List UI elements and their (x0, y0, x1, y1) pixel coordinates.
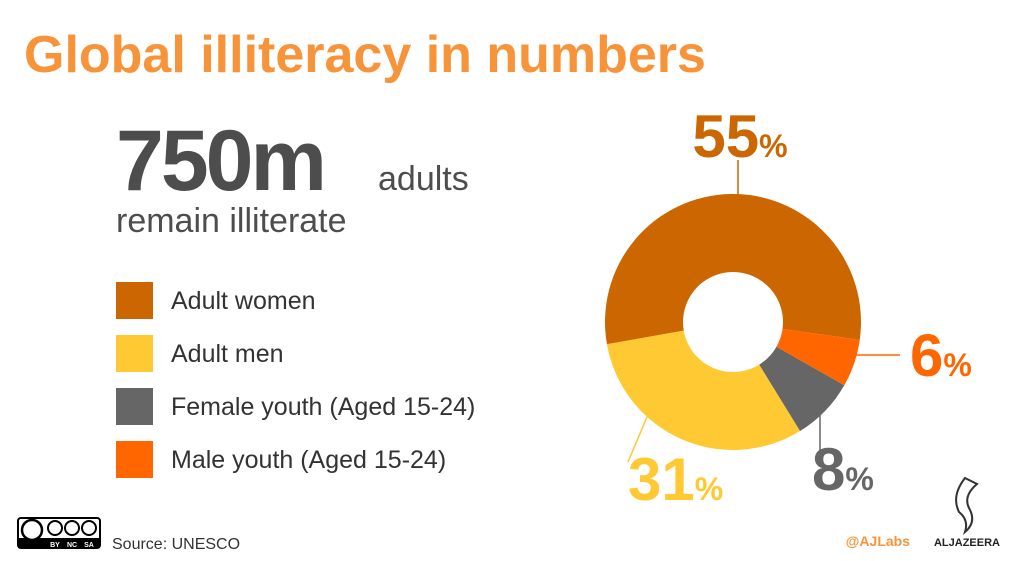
donut-slice (606, 330, 801, 451)
license-label: BY (50, 542, 60, 549)
value-label: 8% (812, 436, 874, 503)
value-unit: % (695, 471, 723, 507)
leader-dot (818, 351, 826, 359)
value-unit: % (943, 347, 971, 383)
leader-dot (651, 394, 659, 402)
legend-swatch (116, 441, 153, 478)
chart-title: Global illiteracy in numbers (24, 26, 706, 84)
legend-swatch (116, 388, 153, 425)
legend-label: Male youth (Aged 15-24) (171, 446, 446, 474)
nc-icon (64, 520, 80, 536)
leader-dot (734, 221, 742, 229)
license-badge: BY NC SA (17, 517, 101, 549)
donut-slice (776, 328, 860, 386)
credit: @AJLabs (846, 533, 910, 549)
value-label: 6% (910, 322, 972, 389)
value-number: 55 (692, 103, 759, 170)
sa-icon (81, 520, 97, 536)
value-number: 8 (812, 436, 845, 503)
license-label: NC (67, 542, 77, 549)
value-number: 6 (910, 322, 943, 389)
value-unit: % (845, 461, 873, 497)
leader-dot (816, 401, 824, 409)
value-unit: % (759, 128, 787, 164)
legend-swatch (116, 282, 153, 319)
license-label: SA (84, 542, 94, 549)
value-label: 55% (692, 103, 787, 170)
legend-label: Adult men (171, 340, 284, 368)
legend-label: Adult women (171, 287, 316, 315)
headline-text: remain illiterate (116, 202, 347, 240)
legend-swatch (116, 335, 153, 372)
by-icon (47, 520, 63, 536)
headline-unit: adults (378, 160, 469, 198)
source: Source: UNESCO (112, 536, 240, 553)
legend-label: Female youth (Aged 15-24) (171, 393, 475, 421)
cc-icon (20, 518, 44, 542)
brand-logo (955, 476, 979, 536)
badge-strip (18, 538, 100, 548)
donut-slice (605, 194, 861, 345)
value-number: 31 (628, 446, 695, 513)
value-label: 31% (628, 446, 723, 513)
brand: ALJAZEERA (934, 537, 1000, 549)
leader-line (627, 397, 656, 463)
donut-slice (759, 346, 845, 432)
headline-number: 750m (116, 113, 324, 209)
